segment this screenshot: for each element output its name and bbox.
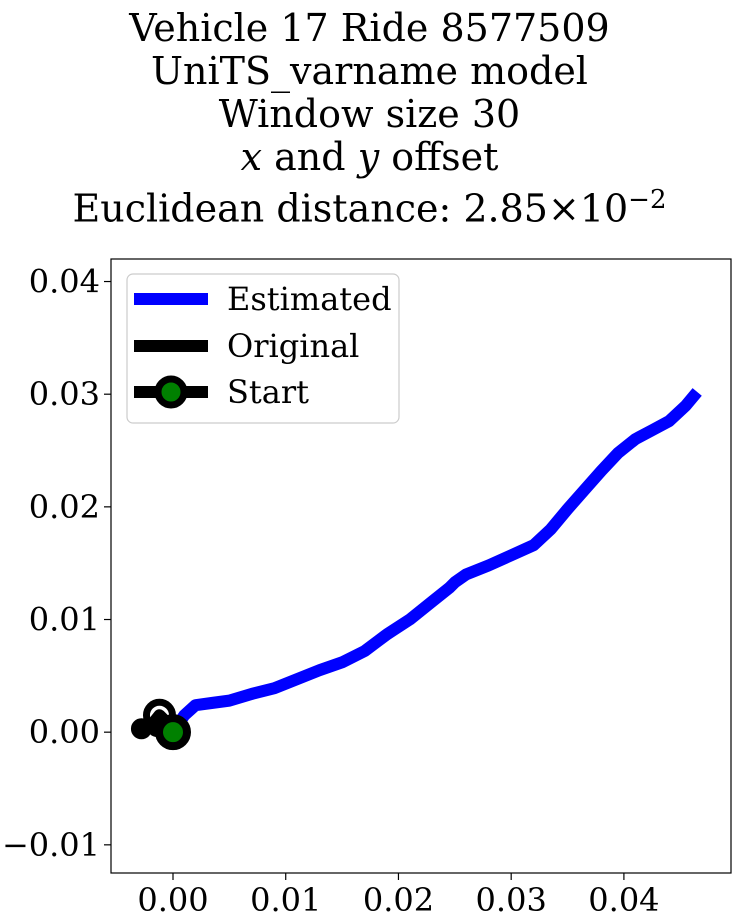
y-tick-label: −0.01 (2, 826, 100, 864)
legend-label-original: Original (227, 327, 359, 365)
title-line-5: Euclidean distance: 2.85×10−2 (0, 178, 739, 231)
y-tick-label: 0.03 (29, 375, 100, 413)
legend-label-start: Start (227, 373, 309, 411)
start-marker (155, 714, 191, 751)
title-offset: offset (379, 135, 499, 179)
series-layer (130, 388, 702, 751)
legend-start-marker (154, 375, 188, 409)
legend-box (126, 273, 400, 424)
y-tick-label: 0.01 (29, 601, 100, 639)
x-tick-label: 0.01 (250, 881, 321, 919)
title-times: × (547, 186, 580, 231)
title-line-2: UniTS_varname model (151, 49, 588, 93)
legend-label-estimated: Estimated (227, 280, 392, 318)
title-exponent: −2 (628, 185, 667, 215)
title-x-var: x (240, 135, 263, 179)
title-distance: Euclidean distance: 2.85 (72, 186, 548, 231)
title-line-3: Window size 30 (218, 92, 521, 136)
series-estimated-line (168, 388, 702, 736)
y-tick-label: 0.02 (29, 488, 100, 526)
x-axis: 0.00 0.01 0.02 0.03 0.04 (137, 873, 660, 919)
x-tick-label: 0.03 (476, 881, 547, 919)
y-tick-label: 0.04 (29, 263, 100, 301)
y-axis: −0.01 0.00 0.01 0.02 0.03 0.04 (2, 263, 111, 864)
x-tick-label: 0.02 (363, 881, 434, 919)
x-tick-label: 0.00 (137, 881, 208, 919)
title-line-4: x and y offset (0, 135, 739, 179)
title-line-1: Vehicle 17 Ride 8577509 (129, 6, 610, 50)
title-y-var: y (357, 135, 380, 179)
x-tick-label: 0.04 (588, 881, 659, 919)
legend: Estimated Original Start (126, 273, 400, 424)
title-and: and (262, 135, 358, 179)
title-base: 10 (579, 186, 629, 231)
y-tick-label: 0.00 (29, 713, 100, 751)
